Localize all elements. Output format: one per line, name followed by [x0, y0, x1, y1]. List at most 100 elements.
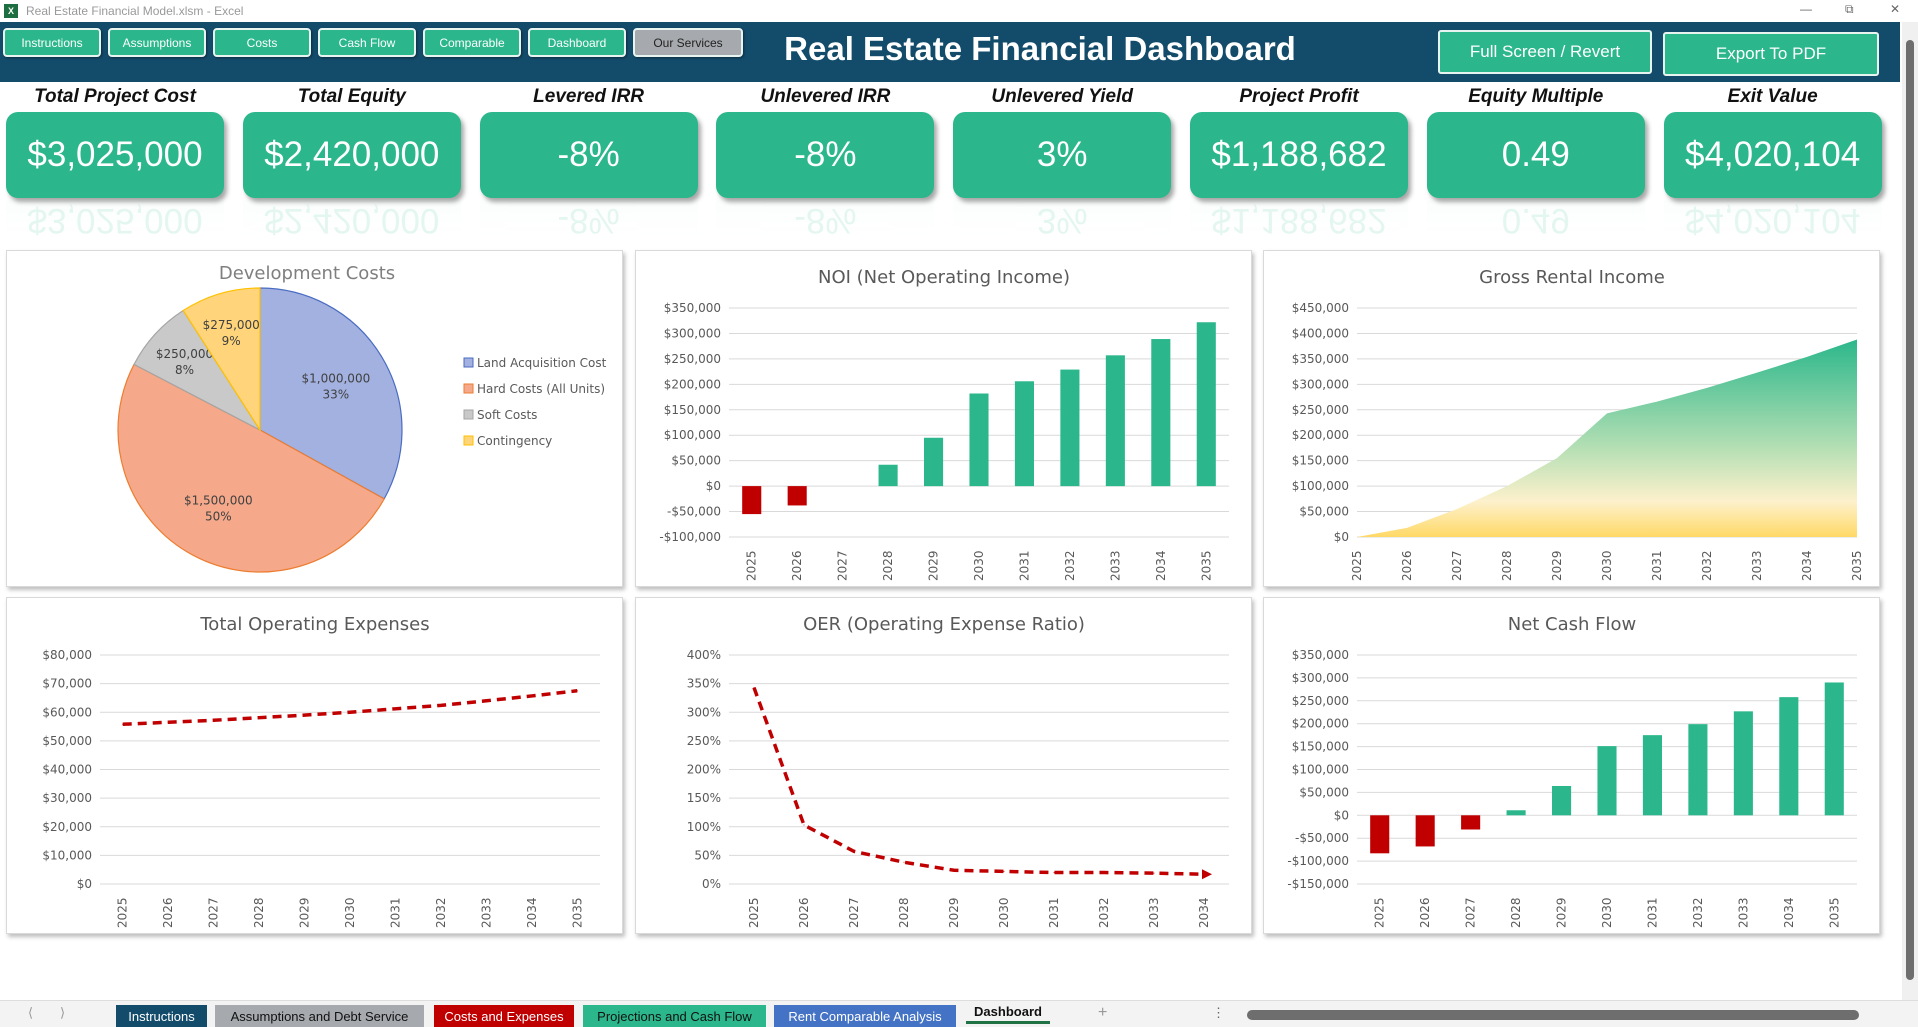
slice-percent-label: 33%: [323, 387, 350, 401]
next-sheet-icon[interactable]: ⟩: [60, 1005, 66, 1020]
kpi-label: Equity Multiple: [1468, 86, 1604, 107]
bar-2026: [1415, 815, 1435, 847]
kpi-total-project-cost: Total Project Cost $3,025,000 $3,025,000: [6, 86, 224, 240]
add-sheet-icon[interactable]: +: [1098, 1004, 1108, 1021]
nav-dashboard-button[interactable]: Dashboard: [528, 28, 626, 57]
y-tick-label: $20,000: [42, 820, 92, 834]
sheet-tab-instructions[interactable]: Instructions: [116, 1005, 207, 1027]
kpi-label: Total Equity: [297, 86, 406, 107]
prev-sheet-icon[interactable]: ⟨: [28, 1005, 34, 1020]
nav-our-services-button[interactable]: Our Services: [633, 28, 743, 57]
x-tick-label: 2033: [1736, 897, 1750, 928]
x-tick-label: 2030: [1600, 550, 1614, 581]
y-tick-label: $450,000: [1292, 301, 1349, 315]
bar-2032: [1688, 724, 1708, 816]
title-bar: X Real Estate Financial Model.xlsm - Exc…: [0, 0, 1918, 22]
x-tick-label: 2025: [116, 897, 130, 928]
kpi-unlevered-yield: Unlevered Yield 3% 3%: [953, 86, 1172, 240]
point-2032: [440, 704, 442, 706]
legend-swatch: [463, 435, 474, 446]
export-pdf-button[interactable]: Export To PDF: [1663, 32, 1879, 76]
point-2027: [853, 850, 855, 852]
point-2031: [394, 708, 396, 710]
chart-title: Total Operating Expenses: [199, 614, 429, 635]
development-costs-chart: Development Costs $1,000,000 33% $1,500,000…: [6, 250, 623, 587]
excel-icon: X: [4, 4, 18, 18]
x-tick-label: 2032: [1097, 897, 1111, 928]
x-tick-label: 2033: [1147, 897, 1161, 928]
point-2030: [349, 711, 351, 713]
nav-instructions-button[interactable]: Instructions: [3, 28, 101, 57]
x-tick-label: 2030: [1600, 897, 1614, 928]
dashboard-header: Instructions Assumptions Costs Cash Flow…: [0, 22, 1900, 82]
nav-comparable-button[interactable]: Comparable: [423, 28, 521, 57]
point-2025: [122, 723, 124, 725]
nav-cash-flow-button[interactable]: Cash Flow: [318, 28, 416, 57]
kpi-reflection: $1,188,682: [1190, 200, 1408, 240]
x-tick-label: 2025: [745, 550, 759, 581]
close-icon[interactable]: ✕: [1890, 2, 1901, 16]
legend-swatch: [463, 409, 474, 420]
vertical-scrollbar[interactable]: [1902, 22, 1918, 1000]
x-tick-label: 2025: [747, 897, 761, 928]
sheet-tab-projections[interactable]: Projections and Cash Flow: [583, 1005, 766, 1027]
y-tick-label: $400,000: [1292, 326, 1349, 340]
x-tick-label: 2032: [1063, 550, 1077, 581]
nav-assumptions-button[interactable]: Assumptions: [108, 28, 206, 57]
x-tick-label: 2035: [1850, 550, 1864, 581]
x-tick-label: 2030: [343, 897, 357, 928]
point-2027: [213, 719, 215, 721]
y-tick-label: $0: [1334, 808, 1349, 822]
x-tick-label: 2027: [207, 897, 221, 928]
x-tick-label: 2026: [797, 897, 811, 928]
sheet-tab-dashboard[interactable]: Dashboard: [966, 1002, 1050, 1024]
y-tick-label: $250,000: [664, 352, 721, 366]
vertical-scroll-thumb[interactable]: [1906, 40, 1914, 980]
full-screen-button[interactable]: Full Screen / Revert: [1438, 30, 1652, 74]
pie-slice-1: [117, 363, 386, 573]
kpi-total-equity: Total Equity $2,420,000 $2,420,000: [242, 86, 461, 240]
area-series: [1357, 339, 1857, 537]
sheet-tab-costs[interactable]: Costs and Expenses: [434, 1005, 574, 1027]
y-tick-label: 300%: [687, 705, 721, 719]
y-tick-label: $50,000: [671, 454, 721, 468]
x-tick-label: 2029: [947, 897, 961, 928]
window-title: Real Estate Financial Model.xlsm - Excel: [26, 4, 244, 18]
net-cash-flow-chart: Net Cash Flow -$150,000 -$100,000 -$50,000 $…: [1263, 597, 1880, 934]
horizontal-scroll-thumb[interactable]: [1247, 1010, 1859, 1020]
y-tick-label: 350%: [687, 677, 721, 691]
restore-icon[interactable]: ⧉: [1845, 2, 1854, 16]
bar-2028: [878, 464, 898, 487]
x-tick-label: 2034: [1782, 897, 1796, 928]
sheet-tab-bar: ⟨ ⟩ Instructions Assumptions and Debt Se…: [0, 1000, 1918, 1027]
bar-2035: [1196, 322, 1216, 487]
point-2034: [531, 695, 533, 697]
noi-chart: NOI (Net Operating Income) -$100,000 -$50,…: [635, 250, 1252, 587]
x-tick-label: 2029: [298, 897, 312, 928]
kpi-value: 3%: [953, 112, 1172, 198]
y-tick-label: $100,000: [1292, 763, 1349, 777]
legend-label: Contingency: [477, 434, 552, 448]
sheet-tab-rent-comparable[interactable]: Rent Comparable Analysis: [774, 1005, 956, 1027]
kpi-label: Unlevered Yield: [991, 86, 1133, 107]
kpi-label: Levered IRR: [533, 86, 645, 107]
kpi-levered-irr: Levered IRR -8% -8%: [479, 86, 698, 240]
nav-costs-button[interactable]: Costs: [213, 28, 311, 57]
minimize-icon[interactable]: —: [1800, 2, 1812, 16]
y-tick-label: -$100,000: [1287, 854, 1349, 868]
bar-2030: [1597, 746, 1617, 816]
kpi-reflection: 0.49: [1426, 200, 1645, 240]
y-tick-label: $50,000: [1299, 785, 1349, 799]
bar-2031: [1014, 381, 1034, 487]
y-tick-label: $0: [706, 479, 721, 493]
y-tick-label: $300,000: [1292, 377, 1349, 391]
y-tick-label: $350,000: [664, 301, 721, 315]
kpi-reflection: -8%: [479, 200, 698, 240]
more-options-icon[interactable]: ⋮: [1212, 1005, 1225, 1020]
bar-2030: [969, 393, 989, 487]
kpi-reflection: 3%: [953, 200, 1172, 240]
sheet-tab-assumptions[interactable]: Assumptions and Debt Service: [215, 1005, 424, 1027]
bar-2026: [787, 486, 807, 506]
kpi-value: -8%: [479, 112, 698, 198]
slice-percent-label: 8%: [175, 363, 194, 377]
